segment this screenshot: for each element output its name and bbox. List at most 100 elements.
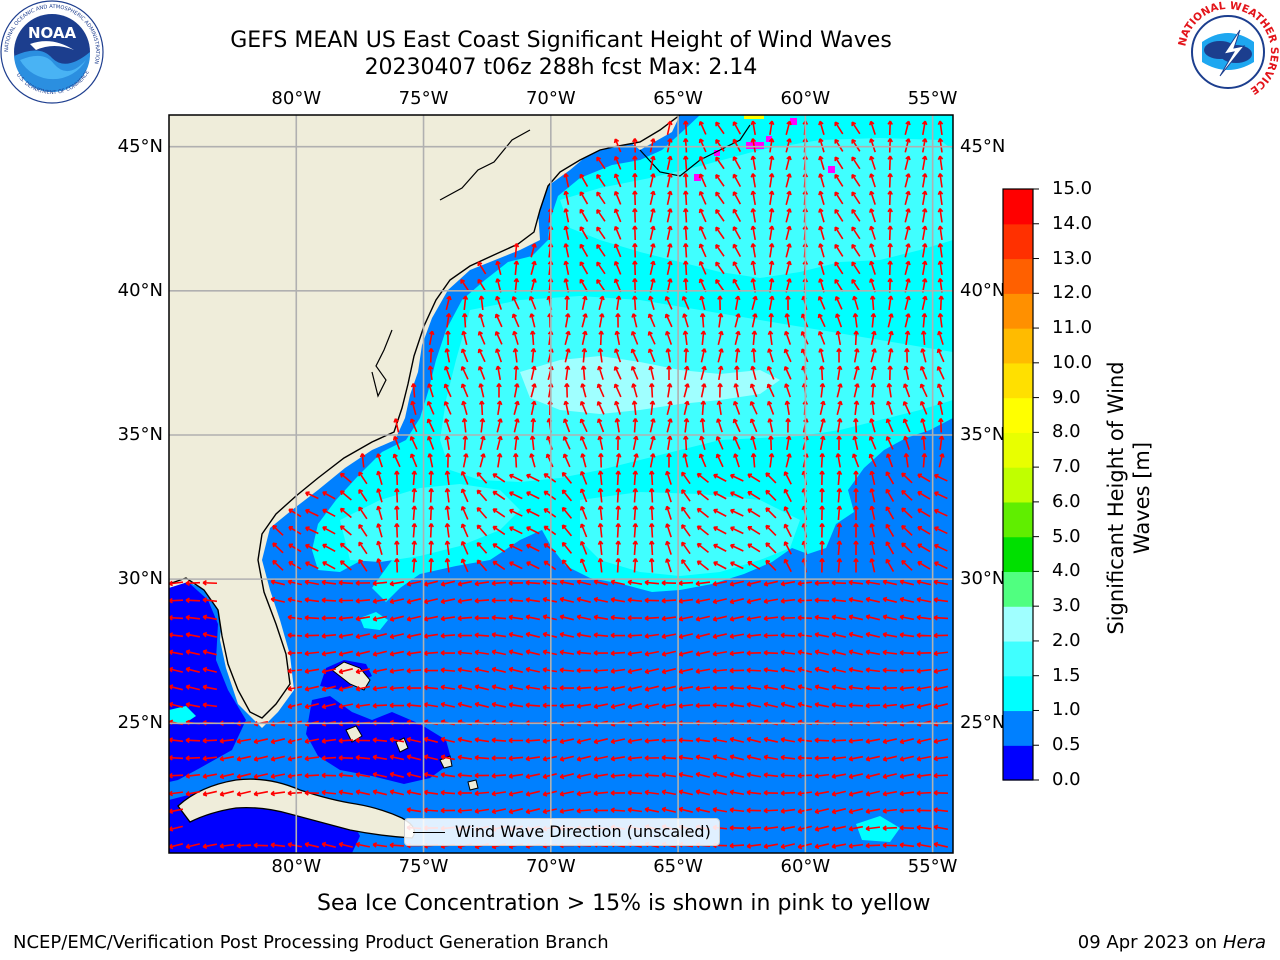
wave-direction-arrow: [665, 505, 672, 520]
wave-direction-arrow: [819, 453, 826, 468]
wave-direction-arrow: [579, 400, 588, 415]
wave-direction-arrow: [712, 771, 727, 778]
wave-direction-arrow: [579, 261, 589, 275]
wave-direction-arrow: [916, 668, 932, 674]
wave-direction-arrow: [576, 667, 592, 674]
wave-direction-arrow: [666, 138, 673, 153]
wave-direction-arrow: [613, 260, 622, 275]
wave-direction-arrow: [321, 841, 336, 848]
lon-tick-label: 55°W: [907, 856, 958, 877]
wave-direction-arrow: [712, 754, 727, 761]
wave-direction-arrow: [848, 579, 864, 586]
wave-direction-arrow: [780, 580, 796, 587]
wave-direction-arrow: [423, 736, 438, 743]
wave-direction-arrow: [562, 418, 571, 433]
wave-direction-arrow: [865, 579, 881, 586]
wave-direction-arrow: [732, 261, 742, 275]
wave-direction-arrow: [321, 597, 337, 604]
wave-direction-arrow: [682, 173, 689, 188]
wave-direction-arrow: [747, 525, 761, 535]
wave-direction-arrow: [696, 525, 709, 536]
wave-direction-arrow: [768, 173, 775, 188]
wave-direction-arrow: [563, 260, 570, 276]
wave-direction-arrow: [338, 650, 354, 657]
wave-direction-arrow: [678, 806, 693, 813]
wave-direction-arrow: [819, 418, 826, 433]
wave-direction-arrow: [865, 702, 881, 709]
wave-direction-arrow: [426, 400, 435, 415]
wave-direction-arrow: [814, 580, 830, 586]
wave-direction-arrow: [661, 668, 676, 675]
wave-direction-arrow: [899, 825, 915, 831]
wave-direction-arrow: [678, 633, 693, 640]
wave-direction-arrow: [561, 559, 573, 572]
wave-direction-arrow: [598, 330, 604, 346]
wave-direction-arrow: [576, 579, 591, 586]
wave-direction-arrow: [559, 755, 574, 762]
wave-direction-arrow: [288, 561, 302, 570]
wave-direction-arrow: [185, 614, 201, 621]
wave-direction-arrow: [576, 703, 592, 709]
wave-direction-arrow: [632, 453, 639, 468]
wave-direction-arrow: [474, 684, 489, 691]
wave-direction-arrow: [869, 505, 876, 521]
wave-direction-arrow: [495, 278, 502, 293]
lon-tick-label: 70°W: [525, 88, 576, 109]
wave-direction-arrow: [783, 348, 792, 363]
wave-direction-arrow: [665, 558, 672, 573]
wave-direction-arrow: [885, 506, 895, 520]
wave-direction-arrow: [495, 365, 502, 381]
wave-direction-arrow: [372, 789, 387, 796]
wave-direction-arrow: [933, 807, 949, 813]
wave-direction-arrow: [529, 435, 536, 451]
wave-direction-arrow: [185, 790, 201, 797]
wave-direction-arrow: [785, 435, 792, 451]
wave-direction-arrow: [219, 843, 235, 849]
wave-direction-arrow: [921, 225, 928, 241]
wave-direction-arrow: [765, 542, 777, 554]
wave-direction-arrow: [338, 615, 354, 622]
wave-direction-arrow: [185, 649, 200, 656]
wave-direction-arrow: [474, 737, 490, 743]
wave-direction-arrow: [887, 313, 894, 328]
wave-direction-arrow: [444, 523, 451, 538]
wave-direction-arrow: [865, 842, 881, 849]
wave-direction-arrow: [937, 208, 944, 223]
wave-direction-arrow: [322, 526, 336, 535]
wave-direction-arrow: [666, 243, 673, 258]
wave-direction-arrow: [729, 526, 744, 535]
wave-direction-arrow: [851, 453, 860, 468]
wave-direction-arrow: [644, 772, 660, 779]
wave-direction-arrow: [818, 120, 825, 135]
wave-direction-arrow: [423, 667, 439, 674]
wave-direction-arrow: [865, 808, 881, 815]
wave-direction-arrow: [457, 649, 473, 656]
wave-direction-arrow: [423, 650, 439, 657]
wave-direction-arrow: [713, 543, 727, 552]
wave-direction-arrow: [460, 540, 469, 555]
wave-direction-arrow: [763, 701, 778, 708]
wave-direction-arrow: [698, 278, 707, 293]
wave-direction-arrow: [899, 773, 915, 780]
lon-tick-label: 75°W: [398, 856, 449, 877]
wave-direction-arrow: [411, 488, 418, 503]
wave-direction-arrow: [750, 120, 757, 136]
colorbar-tick-label: 3.0: [1052, 595, 1081, 617]
wave-direction-arrow: [899, 790, 915, 797]
wave-direction-arrow: [525, 738, 541, 744]
wave-direction-arrow: [729, 580, 744, 587]
wave-direction-arrow: [610, 807, 626, 814]
wave-direction-arrow: [477, 261, 487, 275]
wave-direction-arrow: [814, 631, 830, 638]
wave-direction-arrow: [355, 580, 371, 586]
wave-direction-arrow: [564, 330, 571, 345]
wave-direction-arrow: [598, 313, 605, 328]
wave-direction-arrow: [423, 754, 438, 761]
wave-direction-arrow: [508, 808, 523, 815]
wave-direction-arrow: [525, 808, 540, 815]
wave-direction-arrow: [834, 173, 844, 187]
wave-direction-arrow: [542, 738, 558, 744]
wave-direction-arrow: [647, 313, 656, 328]
wave-direction-arrow: [461, 313, 468, 328]
wave-direction-arrow: [440, 633, 456, 639]
